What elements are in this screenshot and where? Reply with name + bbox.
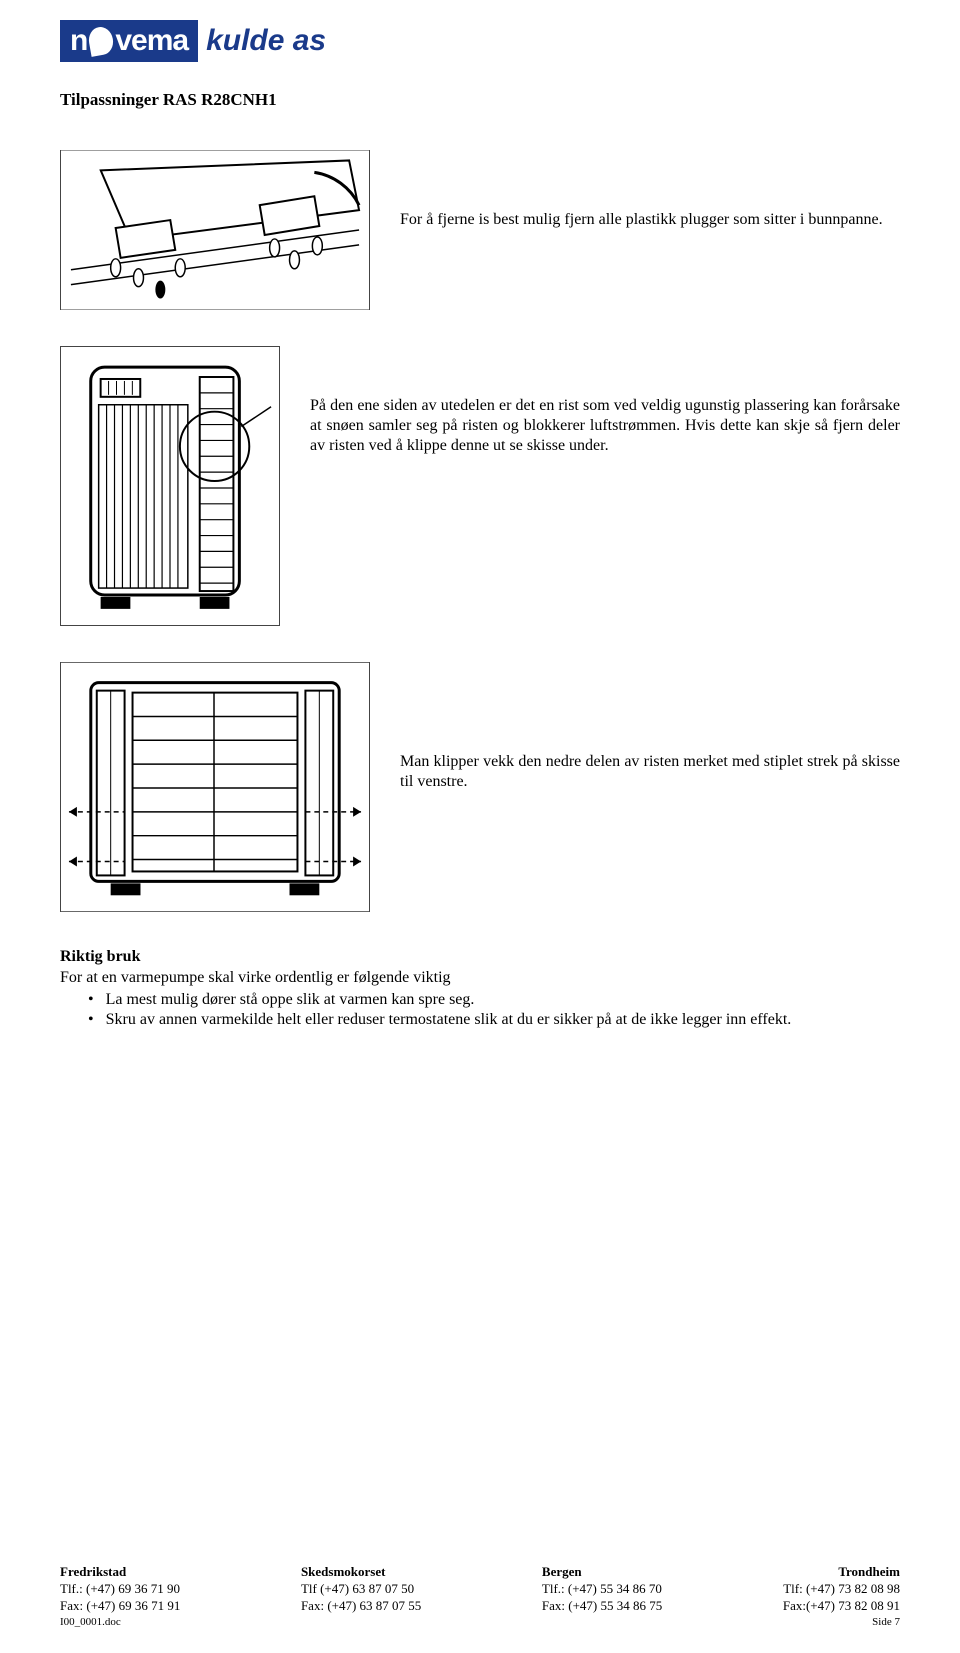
footer-fax: Fax: (+47) 63 87 07 55 bbox=[301, 1598, 421, 1615]
usage-heading: Riktig bruk bbox=[60, 948, 900, 966]
footer-fax: Fax: (+47) 69 36 71 91 bbox=[60, 1598, 180, 1615]
footer-tel: Tlf.: (+47) 55 34 86 70 bbox=[542, 1581, 662, 1598]
footer-fax: Fax: (+47) 55 34 86 75 bbox=[542, 1598, 662, 1615]
footer-col-3: Bergen Tlf.: (+47) 55 34 86 70 Fax: (+47… bbox=[542, 1564, 662, 1629]
section-3: Man klipper vekk den nedre delen av rist… bbox=[60, 662, 900, 912]
logo-badge: n vema bbox=[60, 20, 198, 62]
figure-1 bbox=[60, 150, 370, 310]
footer-col-4: Trondheim Tlf: (+47) 73 82 08 98 Fax:(+4… bbox=[783, 1564, 900, 1629]
usage-bullet: La mest mulig dører stå oppe slik at var… bbox=[88, 990, 900, 1010]
footer-city: Trondheim bbox=[783, 1564, 900, 1581]
footer: Fredrikstad Tlf.: (+47) 69 36 71 90 Fax:… bbox=[60, 1564, 900, 1629]
usage-intro: For at en varmepumpe skal virke ordentli… bbox=[60, 968, 900, 988]
figure-2 bbox=[60, 346, 280, 626]
section-1: For å fjerne is best mulig fjern alle pl… bbox=[60, 150, 900, 310]
section-2: På den ene siden av utedelen er det en r… bbox=[60, 346, 900, 626]
section-3-text: Man klipper vekk den nedre delen av rist… bbox=[400, 662, 900, 792]
section-2-text: På den ene siden av utedelen er det en r… bbox=[310, 346, 900, 456]
logo-flame-icon bbox=[87, 25, 115, 57]
logo-bar: n vema kulde as bbox=[60, 20, 900, 62]
usage-bullet: Skru av annen varmekilde helt eller redu… bbox=[88, 1010, 900, 1030]
footer-doc: I00_0001.doc bbox=[60, 1615, 180, 1629]
footer-city: Bergen bbox=[542, 1564, 662, 1581]
page-title: Tilpassninger RAS R28CNH1 bbox=[60, 90, 900, 110]
usage-bullets: La mest mulig dører stå oppe slik at var… bbox=[60, 990, 900, 1030]
footer-city: Fredrikstad bbox=[60, 1564, 180, 1581]
footer-city: Skedsmokorset bbox=[301, 1564, 421, 1581]
section-1-text: For å fjerne is best mulig fjern alle pl… bbox=[400, 150, 883, 230]
logo-text-part1: n bbox=[70, 24, 87, 58]
footer-tel: Tlf (+47) 63 87 07 50 bbox=[301, 1581, 421, 1598]
logo-text-part2: vema bbox=[115, 24, 188, 58]
footer-page: Side 7 bbox=[783, 1615, 900, 1629]
logo-suffix: kulde as bbox=[206, 24, 326, 58]
footer-tel: Tlf: (+47) 73 82 08 98 bbox=[783, 1581, 900, 1598]
footer-col-2: Skedsmokorset Tlf (+47) 63 87 07 50 Fax:… bbox=[301, 1564, 421, 1629]
footer-tel: Tlf.: (+47) 69 36 71 90 bbox=[60, 1581, 180, 1598]
footer-fax: Fax:(+47) 73 82 08 91 bbox=[783, 1598, 900, 1615]
figure-3 bbox=[60, 662, 370, 912]
footer-col-1: Fredrikstad Tlf.: (+47) 69 36 71 90 Fax:… bbox=[60, 1564, 180, 1629]
